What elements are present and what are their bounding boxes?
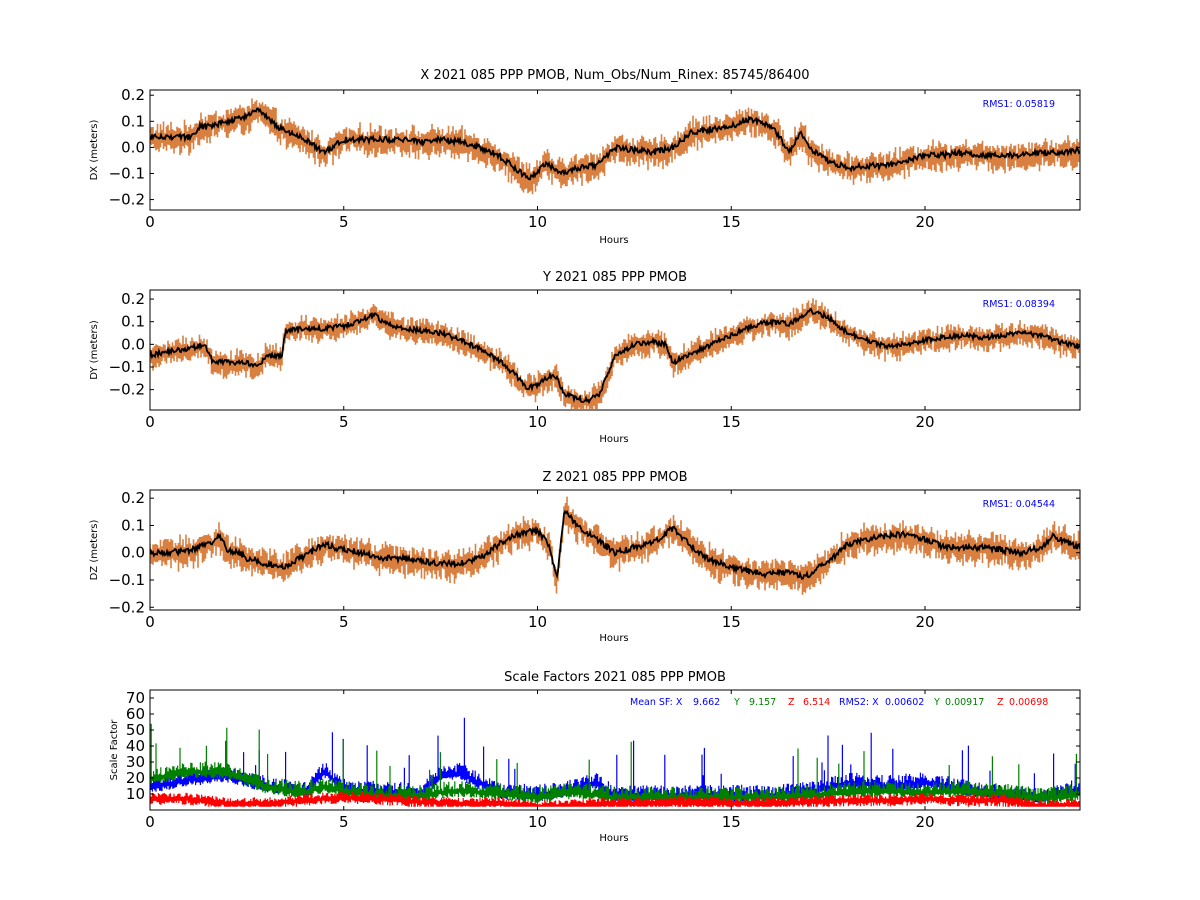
panel-dx: X 2021 085 PPP PMOB, Num_Obs/Num_Rinex: … [89, 68, 1081, 246]
rms2-y-label: Y [933, 697, 940, 708]
axes-frame [149, 689, 1081, 811]
plot-area [150, 98, 1080, 195]
rms2-z-label: Z [997, 697, 1004, 708]
y-tick-label: 0.0 [121, 544, 145, 562]
y-axis-label: DY (meters) [89, 320, 100, 380]
mean-sf-z-label: Z [788, 697, 795, 708]
position-trace [150, 107, 1080, 181]
position-trace [150, 307, 1080, 405]
x-tick-label: 10 [528, 413, 547, 431]
chart-title: Z 2021 085 PPP PMOB [542, 470, 687, 485]
rms2-y: 0.00917 [945, 697, 984, 708]
rms-annotation: RMS1: 0.04544 [983, 499, 1055, 510]
y-axis-label: Scale Factor [109, 719, 120, 781]
y-tick-label: −0.1 [109, 164, 145, 182]
x-tick-label: 10 [528, 613, 547, 631]
series-z-scale-factor [150, 791, 1080, 807]
x-tick-label: 10 [528, 213, 547, 231]
y-tick-label: −0.2 [109, 598, 145, 616]
y-axis-label: DZ (meters) [89, 519, 100, 580]
x-tick-label: 20 [915, 413, 934, 431]
x-tick-label: 10 [528, 813, 547, 831]
y-tick-label: 70 [126, 689, 145, 707]
y-tick-label: −0.2 [109, 191, 145, 209]
y-tick-label: 0.2 [121, 290, 145, 308]
plot-area [150, 496, 1080, 595]
rms2-z: 0.00698 [1009, 697, 1048, 708]
y-tick-label: 0.0 [121, 138, 145, 156]
axes-frame [149, 489, 1081, 611]
y-tick-label: 10 [126, 785, 145, 803]
x-tick-label: 20 [915, 213, 934, 231]
x-axis-label: Hours [599, 434, 628, 445]
x-tick-label: 15 [722, 613, 741, 631]
position-trace [150, 509, 1080, 580]
x-axis-label: Hours [599, 235, 628, 246]
x-tick-label: 5 [339, 813, 349, 831]
x-axis-label: Hours [599, 633, 628, 644]
y-tick-label: 0.1 [121, 313, 145, 331]
chart-title: Y 2021 085 PPP PMOB [542, 270, 687, 285]
y-axis-label: DX (meters) [89, 119, 100, 180]
x-tick-label: 0 [145, 813, 155, 831]
y-tick-label: 0.1 [121, 112, 145, 130]
chart-title: X 2021 085 PPP PMOB, Num_Obs/Num_Rinex: … [420, 68, 809, 83]
scale-factor-stats: Mean SF: X 9.662 Y 9.157 Z 6.514 RMS2: X… [630, 697, 1048, 708]
mean-sf-y: 9.157 [749, 697, 776, 708]
y-tick-label: −0.1 [109, 571, 145, 589]
uncertainty-envelope [150, 98, 1080, 195]
series-y-scale-factor [150, 723, 1080, 805]
mean-sf-x: 9.662 [693, 697, 720, 708]
y-tick-label: 0.1 [121, 516, 145, 534]
x-tick-label: 5 [339, 413, 349, 431]
x-tick-label: 0 [145, 413, 155, 431]
plot-area [150, 298, 1080, 409]
y-tick-label: 60 [126, 705, 145, 723]
x-tick-label: 20 [915, 613, 934, 631]
y-tick-label: 30 [126, 753, 145, 771]
y-tick-label: 50 [126, 721, 145, 739]
chart-title: Scale Factors 2021 085 PPP PMOB [504, 670, 726, 685]
panel-dy: Y 2021 085 PPP PMOB DY (meters) Hours RM… [89, 270, 1081, 445]
y-tick-label: 40 [126, 737, 145, 755]
y-tick-label: −0.1 [109, 358, 145, 376]
axes-frame [149, 289, 1081, 411]
mean-sf-y-label: Y [733, 697, 740, 708]
x-tick-label: 15 [722, 413, 741, 431]
panel-scale-factors: Scale Factors 2021 085 PPP PMOB Scale Fa… [109, 670, 1081, 844]
rms2-label: RMS2: X [839, 697, 879, 708]
x-tick-label: 0 [145, 213, 155, 231]
y-tick-label: 0.0 [121, 335, 145, 353]
x-tick-label: 20 [915, 813, 934, 831]
uncertainty-envelope [150, 298, 1080, 409]
rms-annotation: RMS1: 0.08394 [983, 299, 1055, 310]
x-axis-label: Hours [599, 833, 628, 844]
y-tick-label: 0.2 [121, 86, 145, 104]
x-tick-label: 5 [339, 613, 349, 631]
mean-sf-label: Mean SF: X [630, 697, 683, 708]
rms2-x: 0.00602 [885, 697, 924, 708]
x-tick-label: 0 [145, 613, 155, 631]
x-tick-label: 5 [339, 213, 349, 231]
rms-annotation: RMS1: 0.05819 [983, 99, 1055, 110]
y-tick-label: 20 [126, 769, 145, 787]
y-tick-label: −0.2 [109, 381, 145, 399]
y-tick-label: 0.2 [121, 489, 145, 507]
axes-frame [149, 89, 1081, 211]
mean-sf-z: 6.514 [803, 697, 830, 708]
x-tick-label: 15 [722, 213, 741, 231]
x-tick-label: 15 [722, 813, 741, 831]
plot-area [150, 717, 1080, 807]
panel-dz: Z 2021 085 PPP PMOB DZ (meters) Hours RM… [89, 470, 1081, 644]
